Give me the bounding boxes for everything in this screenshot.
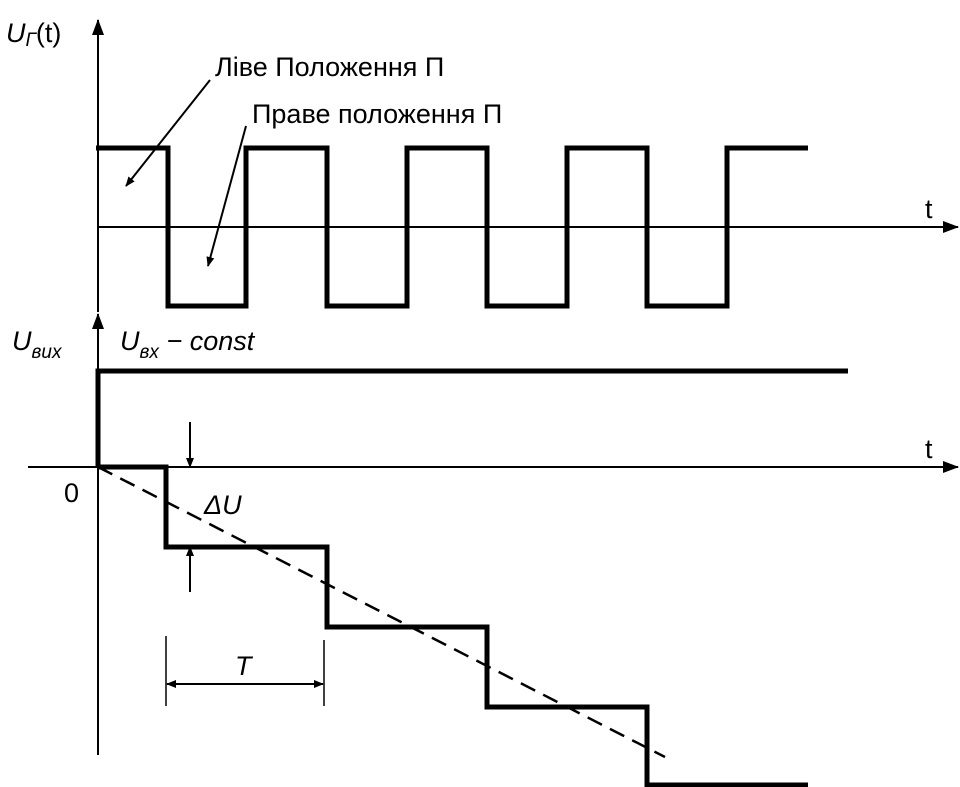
- period-label: T: [235, 651, 254, 681]
- output-staircase: [98, 464, 808, 787]
- top-y-axis-label: UГ(t): [6, 18, 61, 51]
- input-constant-line: [95, 368, 848, 467]
- left-position-label: Ліве Положення П: [215, 52, 444, 82]
- ideal-ramp-dashed: [97, 465, 666, 759]
- bottom-x-axis-label: t: [925, 434, 933, 464]
- left-position-arrow: [125, 79, 211, 187]
- right-position-arrow: [206, 125, 247, 267]
- origin-label: 0: [64, 478, 79, 508]
- bottom-plot: ΔU T Uвих Uвх − const t 0: [12, 313, 959, 787]
- top-x-axis-label: t: [925, 194, 933, 224]
- bottom-y-axis-label: Uвих: [12, 326, 63, 363]
- input-const-label: Uвх − const: [120, 326, 256, 363]
- top-plot: UГ(t) t Ліве Положення П Праве положення…: [6, 18, 959, 312]
- right-position-label: Праве положення П: [252, 99, 502, 129]
- square-wave: [96, 145, 808, 309]
- delta-u-label: ΔU: [203, 490, 242, 520]
